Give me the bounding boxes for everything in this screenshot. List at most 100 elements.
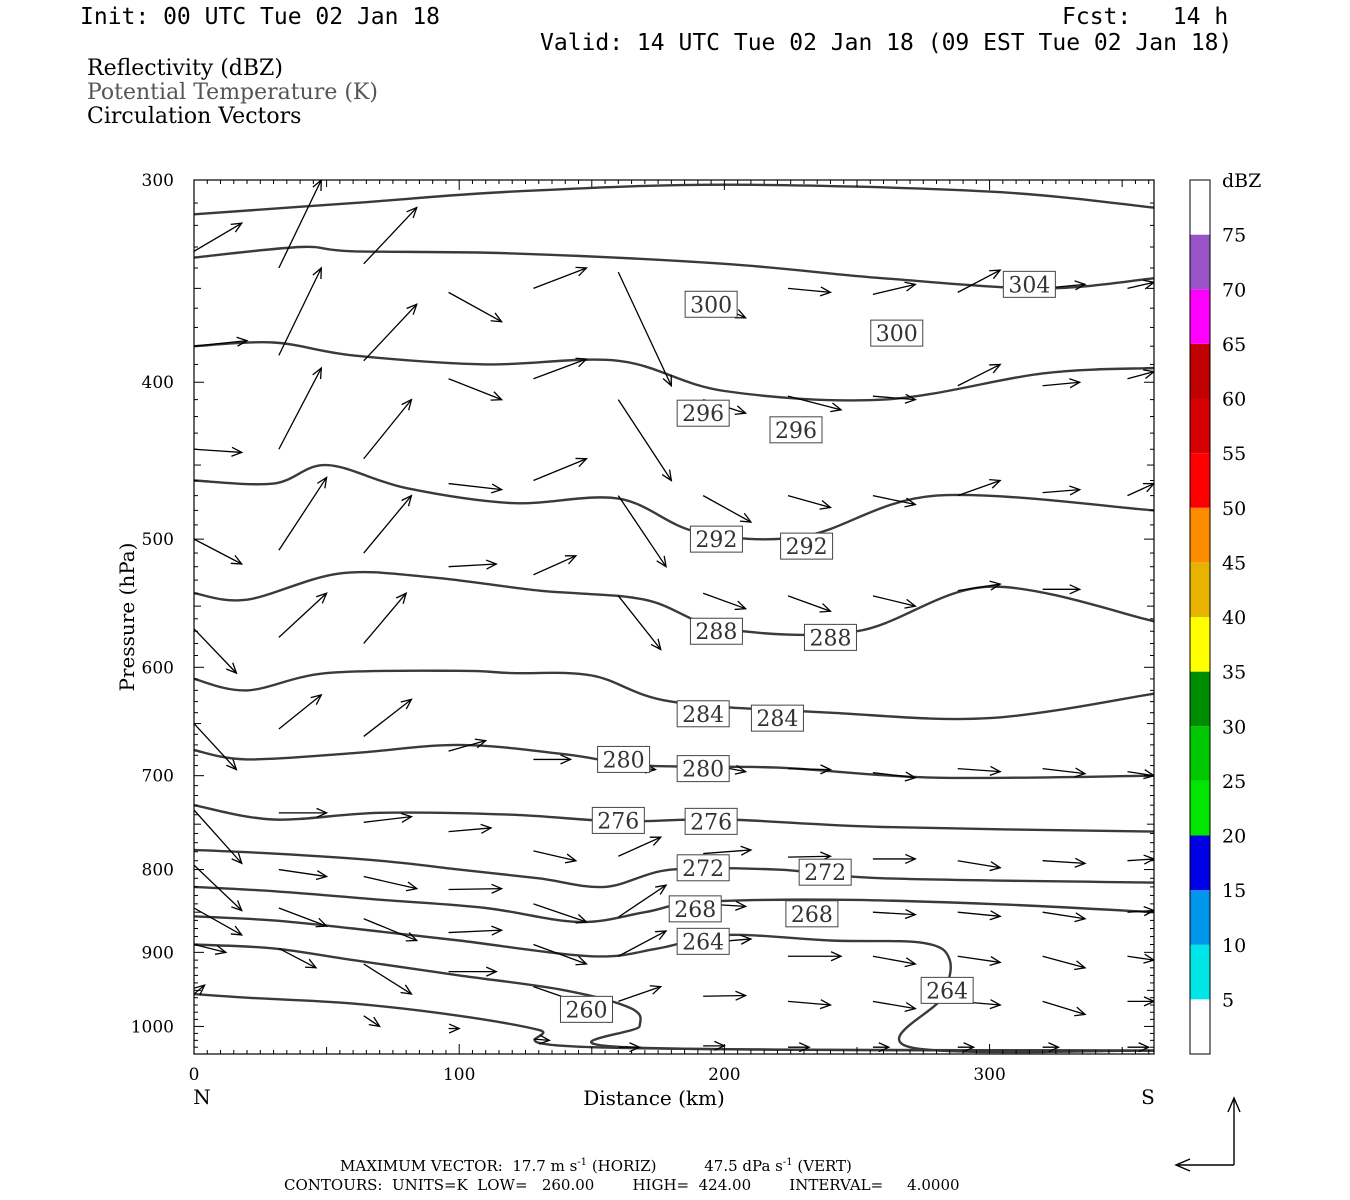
circulation-vector: [533, 943, 588, 966]
x-end-label-north: N: [193, 1085, 211, 1109]
circulation-vector: [872, 771, 917, 782]
circulation-vector: [533, 555, 578, 576]
circulation-vector: [787, 999, 833, 1010]
circulation-vector: [278, 592, 328, 638]
circulation-vector: [533, 903, 588, 924]
circulation-vector: [194, 628, 238, 675]
circulation-vector: [278, 476, 328, 551]
plot-frame: [193, 179, 1155, 1055]
contour-label: 272: [798, 858, 852, 886]
colorbar-swatch: [1190, 671, 1210, 727]
circulation-vector: [872, 595, 917, 609]
contour-label: 284: [750, 704, 804, 732]
contour-label: 272: [676, 854, 730, 882]
circulation-vector: [363, 206, 418, 265]
circulation-vector: [533, 266, 588, 289]
circulation-vector: [617, 495, 667, 569]
circulation-vector: [787, 395, 843, 413]
circulation-vector: [448, 966, 498, 977]
contour-label-text: 288: [695, 620, 737, 645]
circulation-vector: [278, 693, 323, 730]
y-tick-label: 1000: [131, 1017, 174, 1037]
contour-label: 276: [684, 807, 738, 835]
circulation-vector: [788, 1042, 811, 1053]
circulation-vector: [448, 925, 504, 936]
contour-label: 300: [870, 319, 924, 347]
circulation-vector: [448, 291, 504, 323]
circulation-vector: [872, 955, 917, 968]
colorbar-label: 60: [1222, 389, 1246, 411]
circulation-vector: [533, 754, 573, 765]
circulation-vector: [363, 303, 418, 362]
vert-tag: (VERT): [797, 1157, 852, 1175]
y-tick-label: 900: [142, 943, 174, 963]
circulation-vector: [787, 286, 833, 297]
contour-label-text: 276: [597, 809, 639, 834]
max-vector-line: MAXIMUM VECTOR: 17.7 m s-1 (HORIZ) 47.5 …: [340, 1158, 852, 1174]
colorbar-label: 25: [1222, 771, 1246, 793]
contour-label-text: 264: [926, 979, 968, 1004]
circulation-vector: [448, 378, 504, 401]
contour-label: 284: [676, 700, 730, 728]
circulation-vector: [617, 884, 668, 918]
x-tick-label: 0: [189, 1065, 200, 1085]
colorbar-swatch: [1190, 343, 1210, 399]
circulation-vector: [448, 1023, 461, 1034]
circulation-vector: [1042, 857, 1087, 868]
circulation-vector: [1042, 1000, 1087, 1017]
contour-label-text: 280: [682, 758, 724, 783]
circulation-vector: [194, 723, 238, 771]
circulation-vector: [448, 883, 504, 894]
colorbar-swatch: [1190, 726, 1210, 781]
circulation-vector: [618, 985, 663, 1002]
colorbar-swatch: [1190, 835, 1210, 891]
circulation-vector: [1127, 482, 1154, 497]
circulation-vector: [1127, 854, 1154, 865]
circulation-vector: [787, 595, 832, 613]
circulation-vector: [1127, 953, 1154, 964]
y-tick-label: 500: [142, 530, 174, 550]
circulation-vector: [194, 222, 244, 252]
circulation-vector: [448, 559, 498, 570]
circulation-vector: [703, 845, 753, 856]
forecast-hour: Fcst: 14 h: [1062, 4, 1229, 30]
colorbar-label: 10: [1222, 935, 1246, 957]
circulation-vector: [1127, 369, 1154, 380]
colorbar-swatch: [1190, 617, 1210, 672]
circulation-vector: [703, 990, 748, 1001]
contour-label-text: 296: [682, 402, 724, 427]
circulation-vector: [1042, 955, 1087, 971]
isentrope-268: [194, 915, 1154, 1054]
x-end-label-south: S: [1141, 1085, 1155, 1109]
circulation-vector: [363, 918, 419, 942]
contour-label-text: 268: [674, 898, 716, 923]
max-vector-label: MAXIMUM VECTOR:: [340, 1157, 503, 1175]
circulation-vector: [448, 823, 493, 834]
colorbar: 5 10 15 20 25 30 35 40 45 50 55 60 65 70 75 dBZ: [1189, 170, 1261, 1055]
field-reflectivity: Reflectivity (dBZ): [87, 56, 283, 81]
init-time: Init: 00 UTC Tue 02 Jan 18: [80, 4, 441, 30]
isentrope-296: [194, 463, 1154, 541]
circulation-vector: [194, 538, 244, 565]
colorbar-label: 50: [1222, 498, 1246, 520]
contour-label-text: 272: [804, 861, 846, 886]
x-axis-label: Distance (km): [583, 1086, 725, 1110]
contour-label-text: 300: [876, 322, 918, 347]
colorbar-swatch: [1190, 289, 1210, 344]
horiz-exponent: -1: [577, 1157, 588, 1168]
field-circulation-vectors: Circulation Vectors: [87, 104, 302, 129]
colorbar-swatch: [1190, 562, 1210, 617]
circulation-vector: [617, 399, 673, 482]
colorbar-label: 40: [1222, 607, 1246, 629]
circulation-vector: [1127, 996, 1154, 1007]
circulation-vector: [278, 180, 322, 269]
contour-label: 276: [591, 806, 645, 834]
circulation-vector: [957, 955, 1002, 967]
circulation-vector: [448, 738, 488, 752]
contour-label-text: 300: [690, 293, 732, 318]
circulation-vector: [618, 930, 668, 957]
contour-label: 292: [689, 525, 743, 553]
field-potential-temperature: Potential Temperature (K): [87, 80, 378, 105]
circulation-vector: [533, 457, 588, 482]
